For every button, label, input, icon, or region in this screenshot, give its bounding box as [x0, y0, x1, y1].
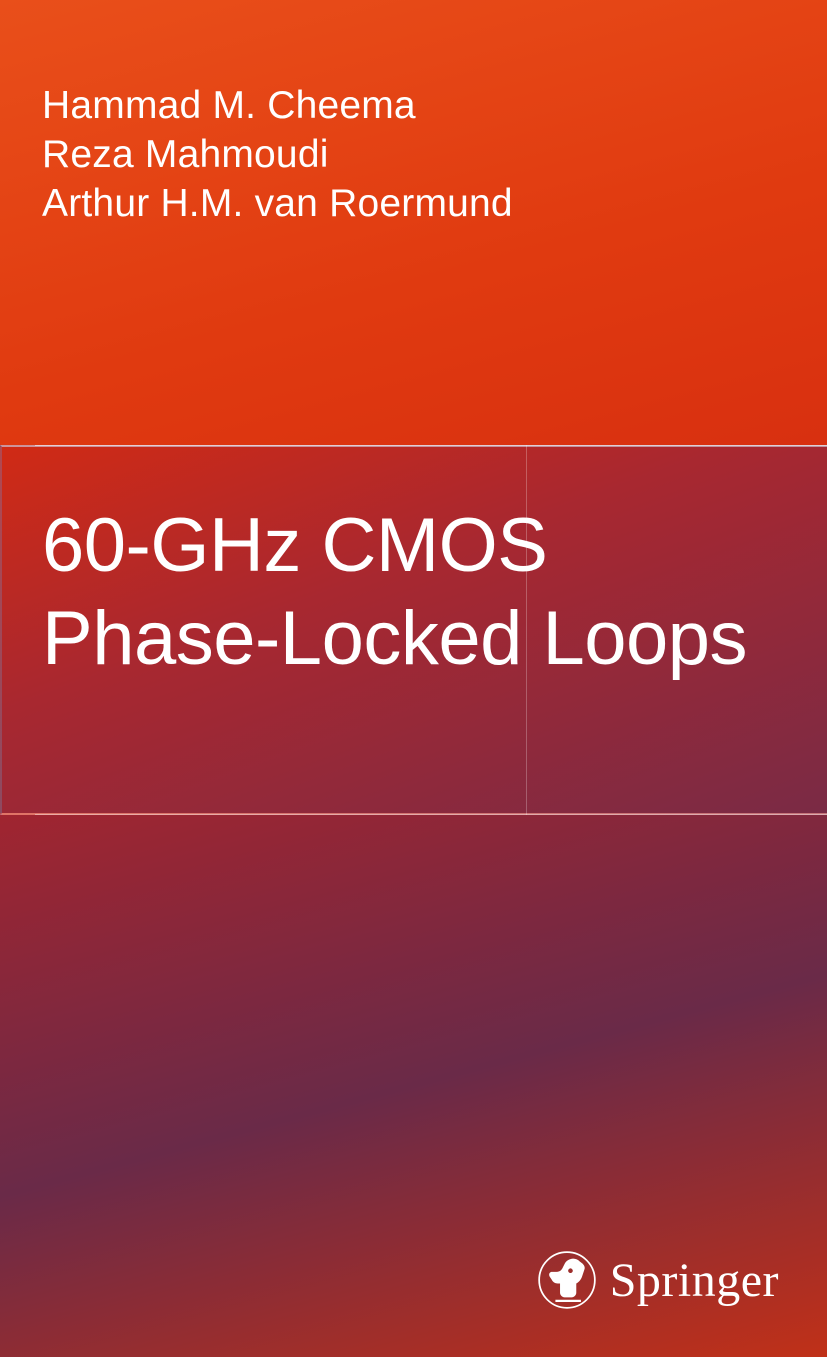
- author-2: Reza Mahmoudi: [42, 131, 513, 180]
- authors-block: Hammad M. Cheema Reza Mahmoudi Arthur H.…: [42, 82, 513, 228]
- author-1: Hammad M. Cheema: [42, 82, 513, 131]
- publisher-block: Springer: [538, 1251, 779, 1309]
- title-line-1: 60-GHz CMOS: [42, 500, 747, 593]
- springer-horse-icon: [538, 1251, 596, 1309]
- author-3: Arthur H.M. van Roermund: [42, 180, 513, 229]
- title-line-2: Phase-Locked Loops: [42, 593, 747, 686]
- title-block: 60-GHz CMOS Phase-Locked Loops: [42, 500, 747, 685]
- publisher-name: Springer: [610, 1253, 779, 1308]
- book-cover: Hammad M. Cheema Reza Mahmoudi Arthur H.…: [0, 0, 827, 1357]
